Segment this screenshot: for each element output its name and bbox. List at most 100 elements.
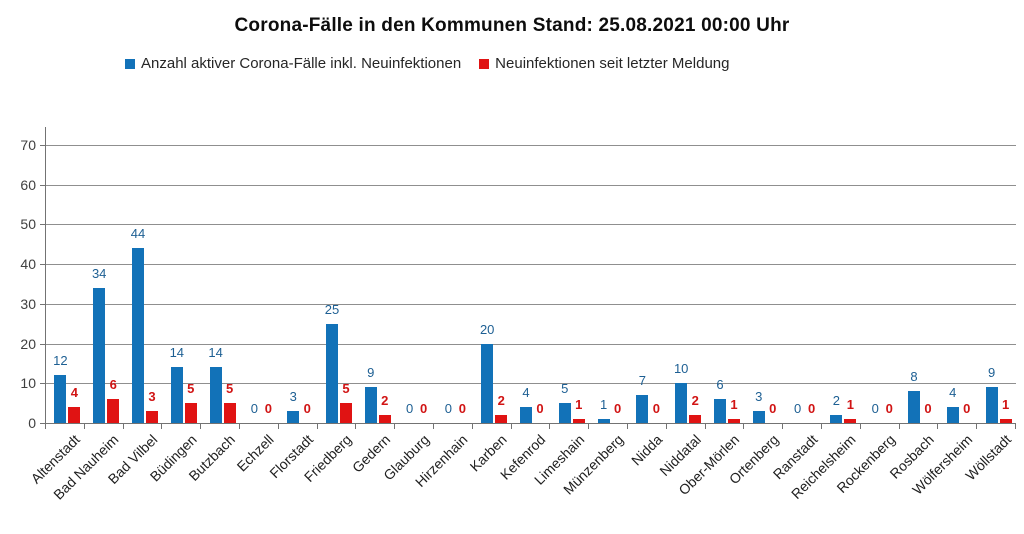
new-infections-value-label: 0 <box>924 401 932 416</box>
gridline-20 <box>46 343 1016 345</box>
new-infections-value-label: 6 <box>109 377 117 393</box>
new-infections-bar <box>495 415 508 423</box>
legend-item-new-infections: Neuinfektionen seit letzter Meldung <box>479 55 729 73</box>
x-tick <box>704 424 706 429</box>
new-infections-value-label: 4 <box>70 385 78 401</box>
new-infections-value-label: 1 <box>730 397 738 412</box>
x-tick <box>782 424 784 429</box>
x-tick <box>433 424 434 429</box>
active-cases-value-label: 0 <box>871 401 879 416</box>
legend-swatch-red-icon <box>479 59 490 69</box>
active-cases-value-label: 4 <box>522 385 530 401</box>
active-cases-bar <box>675 383 688 423</box>
active-cases-value-label: 14 <box>169 345 185 361</box>
active-cases-bar <box>830 415 843 423</box>
x-tick <box>394 424 396 429</box>
active-cases-value-label: 2 <box>832 393 840 409</box>
new-infections-value-label: 5 <box>187 381 195 397</box>
new-infections-bar <box>689 415 702 423</box>
x-tick <box>859 424 861 429</box>
active-cases-value-label: 0 <box>250 401 258 416</box>
active-cases-value-label: 9 <box>987 365 996 381</box>
active-cases-bar <box>520 407 532 423</box>
active-cases-bar <box>364 387 377 423</box>
new-infections-value-label: 0 <box>613 401 622 416</box>
active-cases-value-label: 0 <box>444 401 452 416</box>
active-cases-value-label: 6 <box>716 377 724 393</box>
active-cases-value-label: 44 <box>130 226 146 242</box>
y-tick-60 <box>40 184 46 186</box>
active-cases-value-label: 7 <box>638 373 646 389</box>
y-tick-30 <box>40 303 46 305</box>
x-tick <box>161 424 163 429</box>
active-cases-value-label: 3 <box>289 389 297 405</box>
active-cases-value-label: 3 <box>755 389 763 405</box>
active-cases-bar <box>287 411 300 423</box>
new-infections-value-label: 5 <box>225 381 234 397</box>
x-tick <box>627 424 628 429</box>
x-tick <box>510 424 512 429</box>
x-tick <box>976 424 978 429</box>
new-infections-bar <box>184 403 197 423</box>
gridline-60 <box>46 184 1016 186</box>
active-cases-value-label: 9 <box>367 365 375 381</box>
active-cases-bar <box>481 343 494 423</box>
new-infections-value-label: 5 <box>342 381 350 397</box>
y-axis-tick-label: 0 <box>28 415 36 431</box>
new-infections-value-label: 0 <box>303 401 311 416</box>
chart-legend: Anzahl aktiver Corona-Fälle inkl. Neuinf… <box>125 55 729 73</box>
x-tick <box>316 424 318 429</box>
x-tick <box>45 424 46 429</box>
x-tick <box>549 424 551 429</box>
y-tick-20 <box>40 343 46 345</box>
new-infections-bar <box>844 419 857 423</box>
active-cases-bar <box>985 387 998 423</box>
active-cases-bar <box>908 391 920 423</box>
x-tick <box>83 424 85 429</box>
active-cases-value-label: 34 <box>91 266 107 281</box>
x-tick <box>588 424 590 429</box>
active-cases-bar <box>54 375 67 423</box>
new-infections-value-label: 3 <box>148 389 156 405</box>
legend-label-active-cases: Anzahl aktiver Corona-Fälle inkl. Neuinf… <box>141 55 462 72</box>
new-infections-value-label: 0 <box>536 401 544 416</box>
y-tick-70 <box>40 145 46 146</box>
active-cases-value-label: 14 <box>208 345 223 361</box>
active-cases-bar <box>93 288 106 423</box>
x-tick <box>898 424 900 429</box>
active-cases-bar <box>752 411 765 423</box>
gridline-40 <box>46 264 1016 266</box>
active-cases-value-label: 4 <box>949 385 957 401</box>
chart-title: Corona-Fälle in den Kommunen Stand: 25.0… <box>234 15 790 36</box>
y-axis-tick-label: 50 <box>20 216 36 233</box>
new-infections-value-label: 1 <box>1001 397 1010 412</box>
y-axis-tick-label: 70 <box>20 137 36 153</box>
active-cases-bar <box>946 407 959 423</box>
new-infections-value-label: 0 <box>807 401 816 416</box>
new-infections-value-label: 0 <box>264 401 272 416</box>
legend-swatch-blue-icon <box>125 59 135 69</box>
active-cases-value-label: 0 <box>405 401 414 416</box>
new-infections-value-label: 0 <box>769 401 777 416</box>
y-tick-50 <box>40 224 46 226</box>
active-cases-value-label: 10 <box>673 361 689 377</box>
active-cases-value-label: 1 <box>599 397 608 412</box>
x-tick <box>355 424 357 429</box>
new-infections-bar <box>999 419 1012 423</box>
active-cases-bar <box>132 248 144 423</box>
x-axis-line <box>45 423 1016 424</box>
new-infections-bar <box>68 407 81 423</box>
y-axis-tick-label: 40 <box>20 256 36 273</box>
new-infections-value-label: 0 <box>419 401 428 416</box>
y-tick-10 <box>40 383 46 385</box>
y-axis-tick-label: 20 <box>20 335 36 352</box>
new-infections-value-label: 0 <box>652 401 660 416</box>
y-tick-40 <box>40 264 46 266</box>
y-axis-tick-label: 60 <box>20 176 36 193</box>
x-tick <box>665 424 667 429</box>
active-cases-bar <box>170 367 183 423</box>
active-cases-bar <box>209 367 222 423</box>
y-axis-tick-label: 10 <box>20 375 36 392</box>
